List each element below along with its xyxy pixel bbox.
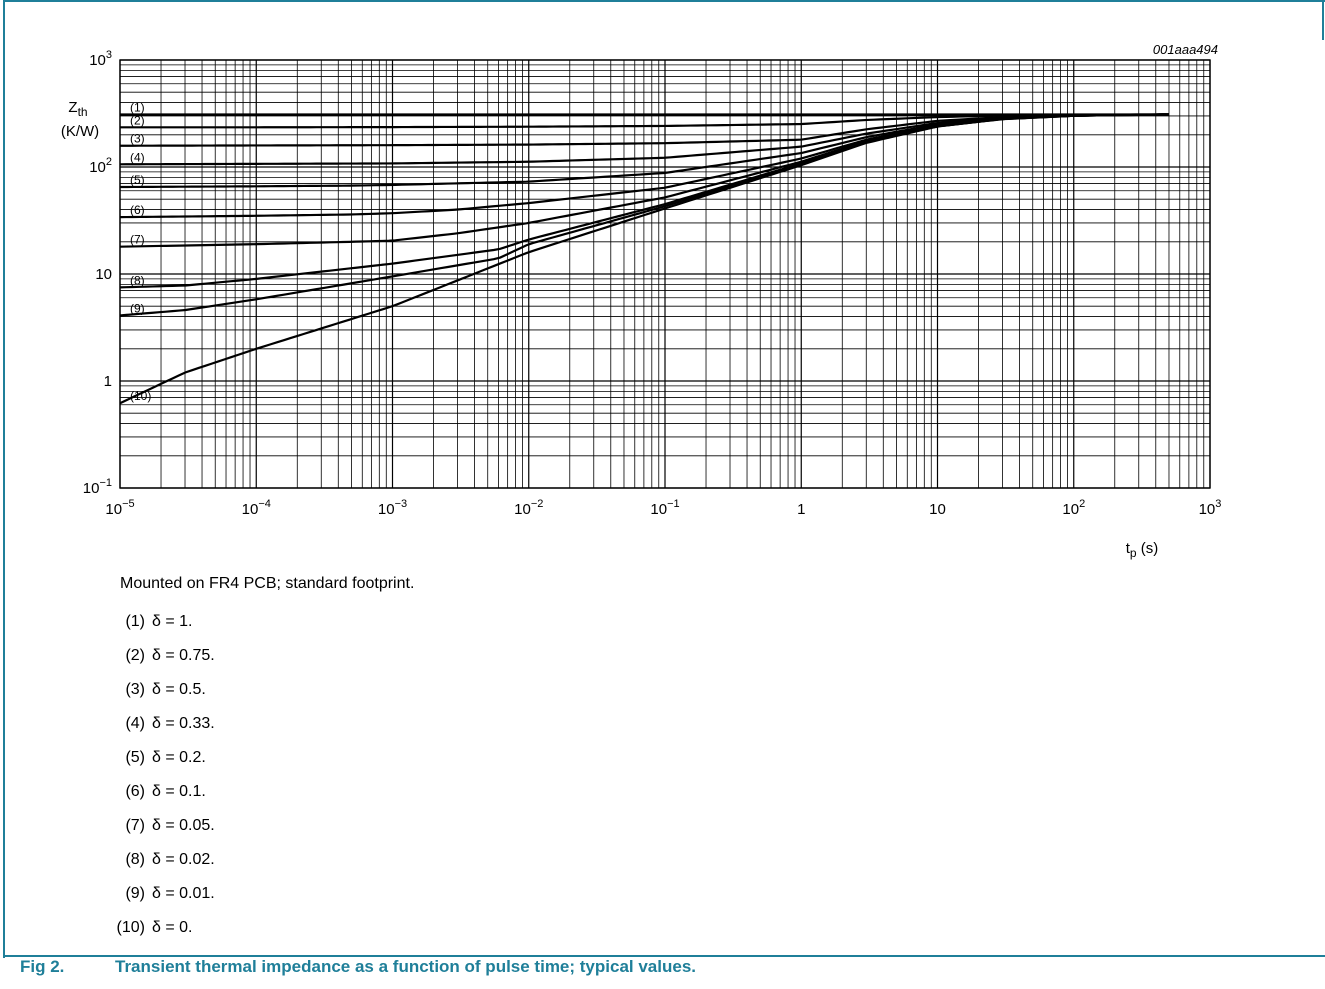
legend-text: δ = 0.5. xyxy=(152,681,206,698)
legend-number: (1) xyxy=(125,613,145,630)
legend-text: δ = 0. xyxy=(152,919,193,936)
y-tick-label: 10 xyxy=(95,266,112,283)
x-tick-label: 1 xyxy=(797,501,805,518)
y-tick-label: 103 xyxy=(89,49,112,69)
series-label-3: (3) xyxy=(130,132,145,146)
series-label-5: (5) xyxy=(130,173,145,187)
legend-number: (9) xyxy=(125,885,145,902)
series-label-7: (7) xyxy=(130,233,145,247)
legend-item: (5) δ = 0.2. xyxy=(0,749,400,771)
frame-right-border xyxy=(1322,0,1324,40)
legend-item: (3) δ = 0.5. xyxy=(0,681,400,703)
series-label-2: (2) xyxy=(130,113,145,127)
series-label-6: (6) xyxy=(130,203,145,217)
x-tick-label: 103 xyxy=(1199,498,1222,518)
series-line-2 xyxy=(120,113,1169,129)
x-tick-label: 10−4 xyxy=(242,498,271,518)
frame-bottom-border xyxy=(3,955,1325,957)
chart-grid xyxy=(119,59,1211,489)
thermal-impedance-chart: (1)(2) (3) (4) (5) (6) (7) (8) (9) (10) 10−5 10−4 1… xyxy=(61,42,1222,560)
series-label-10: (10) xyxy=(130,389,151,403)
legend-text: δ = 0.05. xyxy=(152,817,215,834)
series-label-4: (4) xyxy=(130,150,145,164)
series-line-10 xyxy=(119,113,1169,405)
legend-number: (3) xyxy=(125,681,145,698)
legend-text: δ = 1. xyxy=(152,613,193,630)
chart-labels: (1)(2) (3) (4) (5) (6) (7) (8) (9) (10) 10−5 10−4 1… xyxy=(61,42,1222,560)
legend-number: (5) xyxy=(125,749,145,766)
legend-number: (10) xyxy=(116,919,145,936)
legend-item: (8) δ = 0.02. xyxy=(0,851,400,873)
x-tick-label: 10−3 xyxy=(378,498,407,518)
legend-item: (9) δ = 0.01. xyxy=(0,885,400,907)
legend-item: (10) δ = 0. xyxy=(0,919,400,941)
legend-text: δ = 0.01. xyxy=(152,885,215,902)
y-tick-label: 1 xyxy=(104,373,112,390)
series-label-8: (8) xyxy=(130,273,145,287)
x-tick-label: 10−2 xyxy=(514,498,543,518)
x-tick-label: 102 xyxy=(1062,498,1085,518)
series-label-9: (9) xyxy=(130,301,145,315)
y-tick-label: 10−1 xyxy=(83,477,112,497)
legend-text: δ = 0.2. xyxy=(152,749,206,766)
x-tick-label: 10−1 xyxy=(650,498,679,518)
series-line-7 xyxy=(119,113,1169,248)
legend-item: (2) δ = 0.75. xyxy=(0,647,400,669)
x-tick-label: 10 xyxy=(929,501,946,518)
caption-text: Transient thermal impedance as a functio… xyxy=(115,957,696,976)
legend-text: δ = 0.1. xyxy=(152,783,206,800)
x-axis-label: tp (s) xyxy=(1126,540,1159,560)
legend-number: (4) xyxy=(125,715,145,732)
frame-left-border xyxy=(3,0,5,958)
y-axis-label: Zth xyxy=(68,99,87,119)
frame-top-border xyxy=(3,0,1325,2)
legend-text: δ = 0.02. xyxy=(152,851,215,868)
chart-curves xyxy=(119,113,1169,405)
figure-code: 001aaa494 xyxy=(1153,42,1218,57)
y-axis-unit: (K/W) xyxy=(61,123,99,140)
legend-number: (2) xyxy=(125,647,145,664)
legend-number: (7) xyxy=(125,817,145,834)
series-label-1: (1) xyxy=(130,100,145,114)
y-tick-label: 102 xyxy=(89,156,112,176)
legend-item: (6) δ = 0.1. xyxy=(0,783,400,805)
legend-item: (4) δ = 0.33. xyxy=(0,715,400,737)
figure-caption: Fig 2. Transient thermal impedance as a f… xyxy=(20,957,696,977)
legend-item: (1) δ = 1. xyxy=(0,613,400,635)
legend-text: δ = 0.75. xyxy=(152,647,215,664)
plot-frame xyxy=(119,59,1211,489)
legend-number: (6) xyxy=(125,783,145,800)
legend-text: δ = 0.33. xyxy=(152,715,215,732)
caption-label: Fig 2. xyxy=(20,957,65,976)
legend-item: (7) δ = 0.05. xyxy=(0,817,400,839)
x-tick-label: 10−5 xyxy=(105,498,134,518)
mounting-note: Mounted on FR4 PCB; standard footprint. xyxy=(120,575,415,592)
series-line-4 xyxy=(119,113,1169,166)
legend-number: (8) xyxy=(125,851,145,868)
